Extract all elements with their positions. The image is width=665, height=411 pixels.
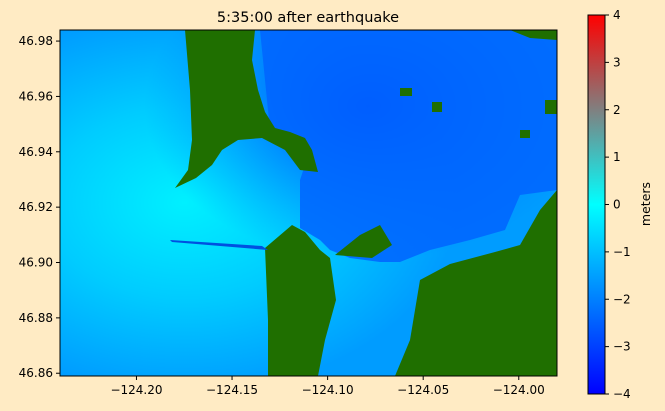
y-tick-label: 46.86 <box>19 366 53 380</box>
y-tick-label: 46.90 <box>19 256 53 270</box>
x-axis: −124.20 −124.15 −124.10 −124.05 −124.00 <box>110 376 545 397</box>
colorbar-ticks: −4 −3 −2 −1 0 1 2 3 4 <box>605 8 631 401</box>
south-peninsula <box>265 225 336 376</box>
north-peninsula <box>175 30 318 188</box>
colorbar-tick-label: −2 <box>613 292 631 306</box>
marsh-patch <box>432 102 442 112</box>
y-axis: 46.86 46.88 46.90 46.92 46.94 46.96 46.98 <box>19 34 60 380</box>
y-tick-label: 46.96 <box>19 89 53 103</box>
y-tick-label: 46.88 <box>19 311 53 325</box>
colorbar-tick-label: −4 <box>613 387 631 401</box>
marsh-patch <box>520 130 530 138</box>
x-tick-label: −124.10 <box>302 383 354 397</box>
colorbar-tick-label: −3 <box>613 340 631 354</box>
plot-frame <box>59 29 558 377</box>
colorbar-tick-label: 0 <box>613 198 621 212</box>
northeast-shore <box>510 30 557 40</box>
inundation-map <box>60 30 557 376</box>
x-tick-label: −124.05 <box>397 383 449 397</box>
colorbar <box>587 14 606 395</box>
bay-island <box>335 225 392 258</box>
colorbar-tick-label: −1 <box>613 245 631 259</box>
chart-title: 5:35:00 after earthquake <box>217 10 399 26</box>
bay-water <box>260 30 557 262</box>
colorbar-label: meters <box>638 182 653 226</box>
mainland-southeast <box>395 190 557 376</box>
colorbar-tick-label: 3 <box>613 55 621 69</box>
colorbar-tick-label: 4 <box>613 8 621 22</box>
x-tick-label: −124.00 <box>493 383 545 397</box>
y-tick-label: 46.92 <box>19 200 53 214</box>
jetty <box>170 240 268 250</box>
y-tick-label: 46.98 <box>19 34 53 48</box>
x-tick-label: −124.15 <box>206 383 258 397</box>
colorbar-tick-label: 2 <box>613 103 621 117</box>
y-tick-label: 46.94 <box>19 145 53 159</box>
marsh-patch <box>400 88 412 96</box>
marsh-patch <box>545 100 557 114</box>
colorbar-tick-label: 1 <box>613 150 621 164</box>
x-tick-label: −124.20 <box>110 383 162 397</box>
